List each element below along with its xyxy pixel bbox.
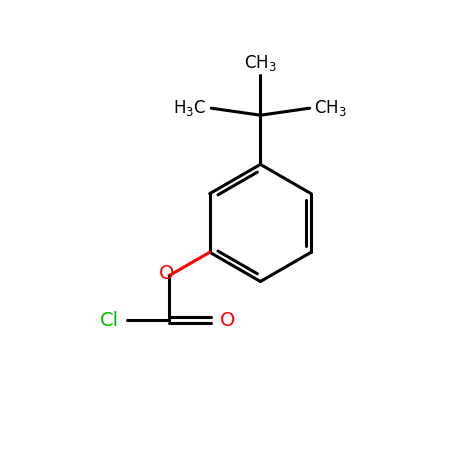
- Text: O: O: [159, 264, 174, 283]
- Text: CH$_3$: CH$_3$: [244, 53, 277, 73]
- Text: O: O: [220, 310, 235, 329]
- Text: Cl: Cl: [100, 310, 118, 329]
- Text: H$_3$C: H$_3$C: [173, 98, 207, 118]
- Text: CH$_3$: CH$_3$: [314, 98, 347, 118]
